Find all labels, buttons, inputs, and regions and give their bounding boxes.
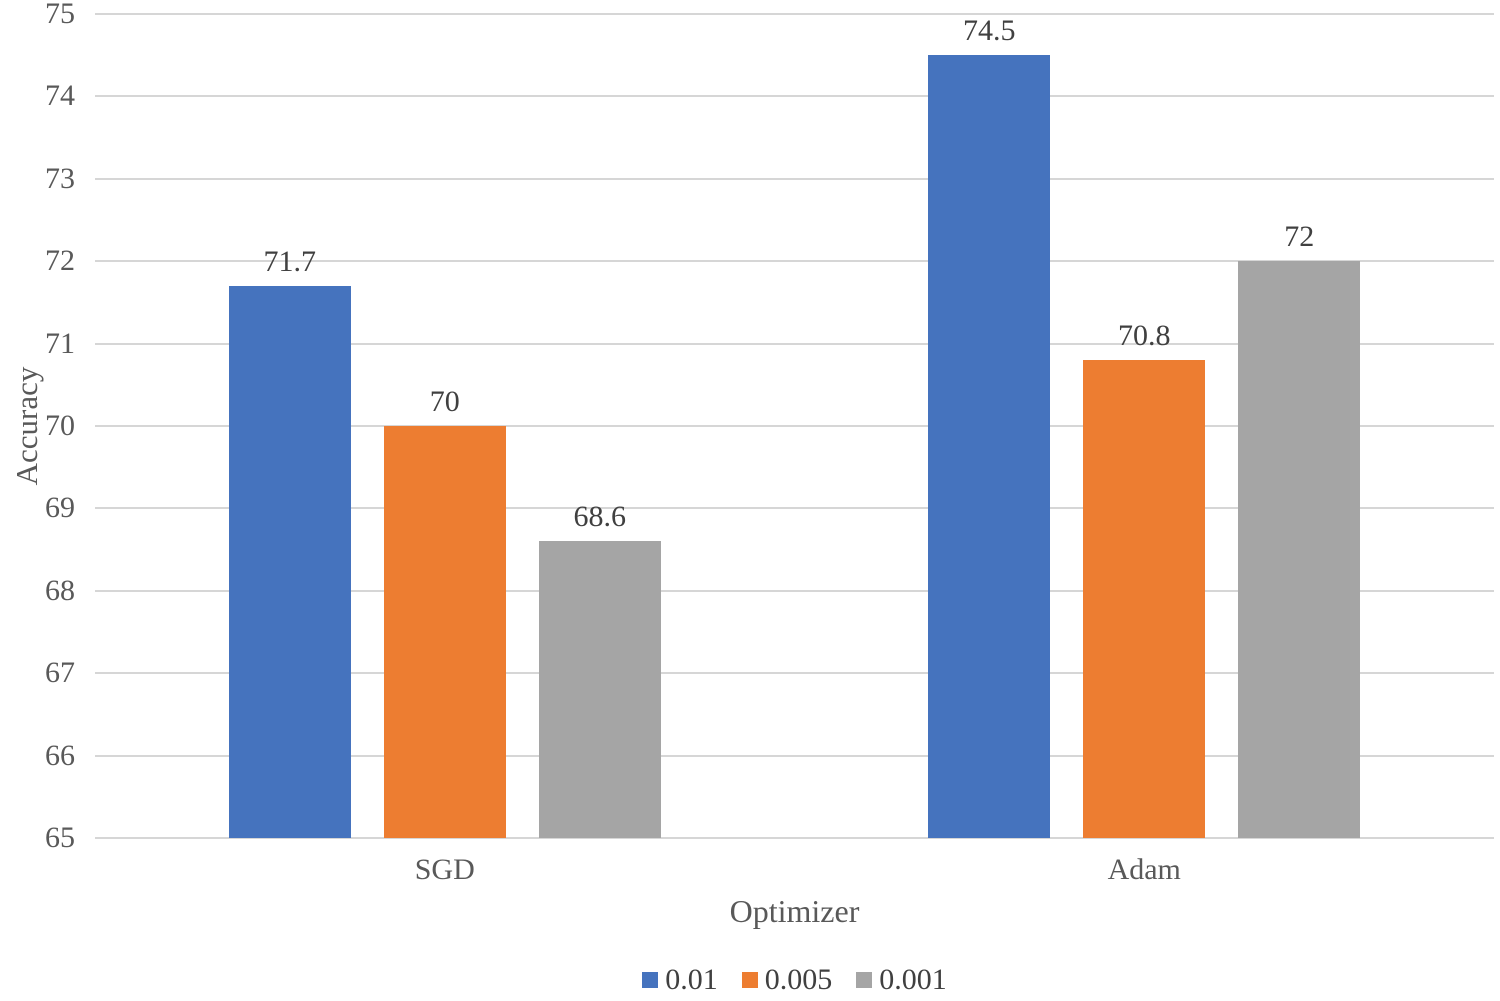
bar-value-label: 72 <box>1284 220 1315 254</box>
bar-adam-0.005 <box>1083 360 1206 838</box>
legend-item-0.005: 0.005 <box>741 963 833 996</box>
bar-adam-0.01 <box>928 55 1051 838</box>
bar-value-label: 74.5 <box>963 14 1016 48</box>
gridline <box>95 260 1494 263</box>
y-tick-label: 66 <box>45 738 75 772</box>
plot-area: 71.7 70 68.6 74.5 70.8 72 <box>95 13 1494 839</box>
bar-sgd-0.001 <box>538 541 661 838</box>
legend: 0.01 0.005 0.001 <box>95 963 1494 997</box>
legend-swatch-icon <box>642 972 659 988</box>
legend-swatch-icon <box>741 972 758 988</box>
bar-sgd-0.005 <box>383 426 506 838</box>
legend-label: 0.01 <box>665 963 718 996</box>
y-tick-label: 67 <box>45 656 75 690</box>
bar-value-label: 68.6 <box>573 500 627 534</box>
bar-adam-0.001 <box>1238 261 1361 838</box>
y-tick-label: 72 <box>45 244 75 278</box>
legend-label: 0.005 <box>764 963 833 996</box>
gridline <box>95 13 1494 15</box>
gridline <box>95 837 1494 839</box>
bar-value-label: 70 <box>429 385 460 418</box>
y-tick-label: 68 <box>45 573 75 607</box>
gridline <box>95 672 1494 675</box>
gridline <box>95 425 1494 427</box>
x-category-label-sgd: SGD <box>414 853 475 886</box>
legend-item-0.001: 0.001 <box>856 964 947 996</box>
y-tick-label: 70 <box>45 409 75 442</box>
gridline <box>95 95 1494 98</box>
bar-value-label: 71.7 <box>263 244 317 278</box>
y-tick-label: 74 <box>45 79 75 113</box>
y-tick-label: 73 <box>45 161 75 195</box>
legend-label: 0.001 <box>879 963 947 996</box>
x-axis-title: Optimizer <box>729 893 860 929</box>
gridline <box>95 507 1494 510</box>
y-tick-label: 75 <box>45 0 75 30</box>
gridline <box>95 589 1494 592</box>
x-category-label-adam: Adam <box>1107 853 1181 886</box>
bar-value-label: 70.8 <box>1118 319 1171 353</box>
y-tick-label: 71 <box>45 326 75 360</box>
gridline <box>95 754 1494 757</box>
y-tick-label: 69 <box>45 491 75 525</box>
y-tick-label: 65 <box>45 821 75 854</box>
bar-sgd-0.01 <box>228 285 351 838</box>
legend-swatch-icon <box>856 972 873 988</box>
gridline <box>95 177 1494 180</box>
legend-item-0.01: 0.01 <box>642 964 718 996</box>
gridline <box>95 342 1494 345</box>
